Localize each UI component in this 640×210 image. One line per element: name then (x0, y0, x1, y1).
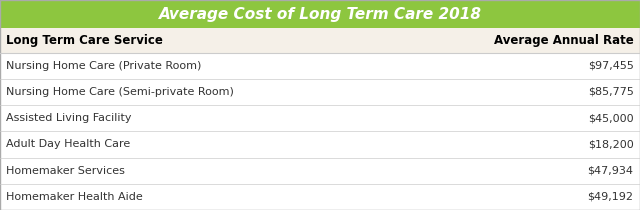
Text: Average Annual Rate: Average Annual Rate (494, 34, 634, 47)
Text: $47,934: $47,934 (588, 166, 634, 176)
Text: $97,455: $97,455 (588, 61, 634, 71)
FancyBboxPatch shape (0, 52, 640, 79)
FancyBboxPatch shape (0, 158, 640, 184)
Text: Homemaker Health Aide: Homemaker Health Aide (6, 192, 143, 202)
FancyBboxPatch shape (0, 28, 640, 52)
Text: Homemaker Services: Homemaker Services (6, 166, 125, 176)
FancyBboxPatch shape (0, 131, 640, 158)
Text: Nursing Home Care (Semi-private Room): Nursing Home Care (Semi-private Room) (6, 87, 234, 97)
Text: $85,775: $85,775 (588, 87, 634, 97)
Text: $49,192: $49,192 (588, 192, 634, 202)
FancyBboxPatch shape (0, 105, 640, 131)
Text: Assisted Living Facility: Assisted Living Facility (6, 113, 132, 123)
Text: Average Cost of Long Term Care 2018: Average Cost of Long Term Care 2018 (159, 7, 481, 22)
Text: Nursing Home Care (Private Room): Nursing Home Care (Private Room) (6, 61, 202, 71)
FancyBboxPatch shape (0, 184, 640, 210)
Text: $18,200: $18,200 (588, 139, 634, 149)
Text: Adult Day Health Care: Adult Day Health Care (6, 139, 131, 149)
Text: $45,000: $45,000 (588, 113, 634, 123)
FancyBboxPatch shape (0, 0, 640, 28)
FancyBboxPatch shape (0, 79, 640, 105)
Text: Long Term Care Service: Long Term Care Service (6, 34, 163, 47)
